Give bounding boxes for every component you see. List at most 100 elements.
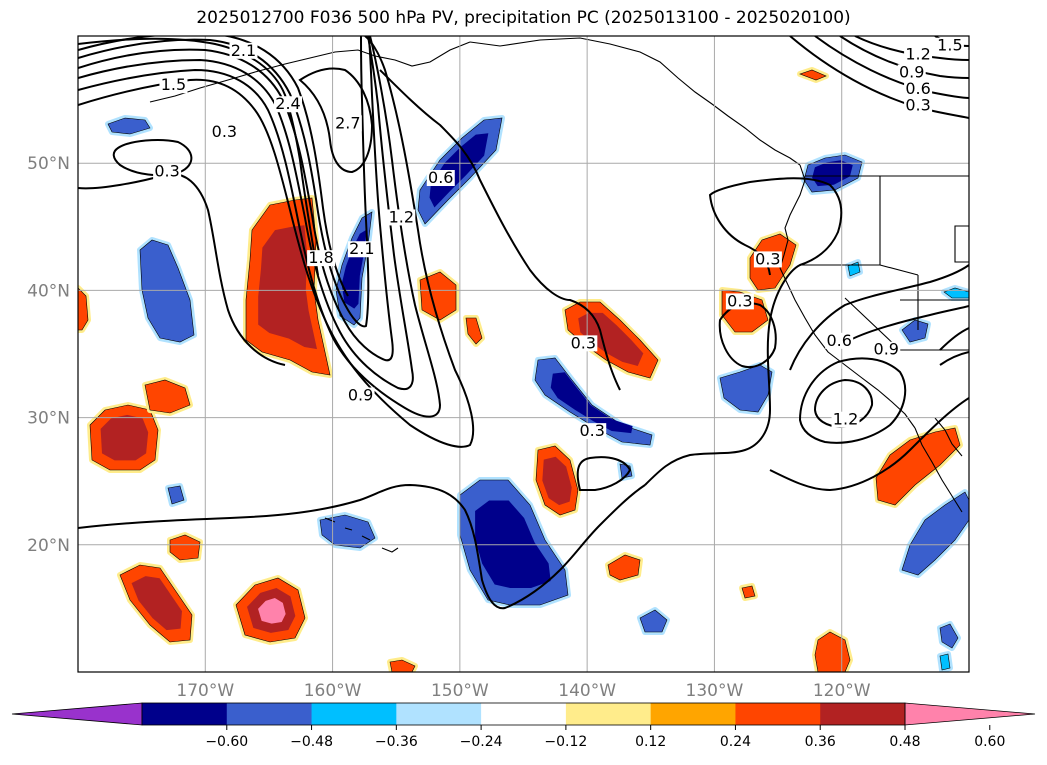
precip-anomaly-region [117,562,195,645]
colorbar-cell [226,703,313,725]
contour-label-halo [872,341,901,358]
colorbar-min-extension [11,702,143,726]
western-state-borders [800,176,969,351]
precip-anomaly-region [845,259,863,279]
precip-anomaly-fill [875,427,961,506]
contour-label-halo [904,97,933,114]
precip-anomaly-region [165,483,187,507]
pv-contour [854,36,969,61]
colorbar-tick-label: −0.36 [375,734,418,750]
precip-anomaly-fill [901,491,969,576]
precip-anomaly-region [87,402,161,473]
contour-label-halo [831,411,860,428]
pv-contour [78,36,349,297]
contour-label: 1.5 [937,36,962,55]
longitude-labels: 170°W 160°W 150°W 140°W 130°W 120°W [176,681,870,701]
pv-contour [939,351,969,366]
alaska-peninsula-coastline [149,41,471,103]
contour-label-halo [159,77,188,94]
precip-anomaly-region [637,607,670,635]
contour-label-halo [307,250,336,267]
pv-contour [379,69,621,391]
us-west-coastline [779,267,916,429]
contour-label: 0.3 [212,122,237,141]
contour-label: 0.3 [580,421,605,440]
precip-anomaly-region [899,489,969,578]
precip-anomaly-region [899,317,931,345]
precip-anomaly-fill [799,69,827,81]
longitude-tick-label: 120°W [813,681,871,701]
contour-label-halo [153,163,182,180]
colorbar-max-extension [904,702,1036,726]
map-panel: 2.11.50.30.32.42.71.8 2.11.20.60.90.30.30… [77,35,970,673]
pv-contour [939,327,969,351]
precip-anomaly-fill [939,653,951,671]
precip-anomaly-region [233,575,308,645]
pv-contour [798,357,907,444]
pv-contour [708,177,843,411]
precip-anomaly-region [812,629,853,672]
precip-anomaly-region [142,377,193,416]
colorbar-tick-label: −0.24 [460,734,503,750]
precip-anomaly-region [739,583,758,601]
contour-label-halo [426,170,455,187]
colorbar-tick-label: 0.48 [889,734,920,750]
precip-anomaly-fill [542,456,572,506]
precip-anomaly-region [937,651,953,672]
precip-anomaly-region [533,443,581,518]
contour-label: 2.7 [335,113,360,132]
colorbar-tick-label: 0.12 [635,734,666,750]
precip-anomaly-region [532,355,655,448]
precip-anomaly-region [937,621,961,651]
contour-label: 0.3 [154,162,179,181]
precip-anomaly-region [317,512,378,551]
longitude-tick-label: 170°W [176,681,234,701]
colorbar-tick-label: 0.36 [805,734,836,750]
precip-anomaly-fill [939,623,959,649]
precip-anomaly-region [463,315,485,347]
precip-anomaly-fill [719,364,773,413]
colorbar-cell [565,703,652,725]
contour-label-halo [935,37,964,54]
pv-contour [813,378,874,429]
pv-contour [78,36,414,390]
precip-anomaly-region [333,209,375,328]
contour-label-halo [347,241,376,258]
precip-anomaly-fill [131,576,182,631]
precip-anomaly-fill [607,554,641,581]
latitude-tick-label: 20°N [27,536,70,556]
contour-label-halo [387,209,416,226]
contour-label: 1.2 [905,45,930,64]
contour-label: 0.3 [905,96,930,115]
contour-label: 1.8 [308,248,333,267]
pv-contour [789,264,969,371]
precip-anomaly-fill [475,500,551,588]
precip-anomaly-region [387,657,418,672]
pv-contour [849,305,969,341]
latitude-tick-label: 50°N [27,154,70,174]
contour-label: 0.6 [826,331,851,350]
colorbar-tick-label: 0.60 [974,734,1005,750]
precip-anomaly-region [137,237,197,345]
colorbar-cell [311,703,397,725]
precip-anomaly-region [941,285,969,301]
contour-label: 0.3 [727,291,752,310]
map-frame [77,35,970,673]
precip-anomaly-fill [107,117,151,135]
contour-label: 2.1 [231,41,256,60]
contour-label-halo [210,124,239,141]
latitude-tick-label: 30°N [27,409,70,429]
contour-label-layer: 2.11.50.30.32.42.71.8 2.11.20.60.90.30.30… [153,36,964,440]
colorbar-tick-label: −0.12 [544,734,587,750]
pv-contour [78,36,370,328]
contour-label-halo [825,332,854,349]
colorbar: −0.60 −0.48 −0.36 −0.24 −0.12 0.12 0.24 0.36 0.4… [11,702,1036,750]
contour-label-halo [569,335,598,352]
contour-label-halo [578,423,607,440]
gridline-layer [78,36,969,672]
colorbar-tick-label: −0.60 [205,734,248,750]
contour-label-halo [346,387,375,404]
contour-label-halo [753,251,782,268]
colorbar-cell [820,703,906,725]
